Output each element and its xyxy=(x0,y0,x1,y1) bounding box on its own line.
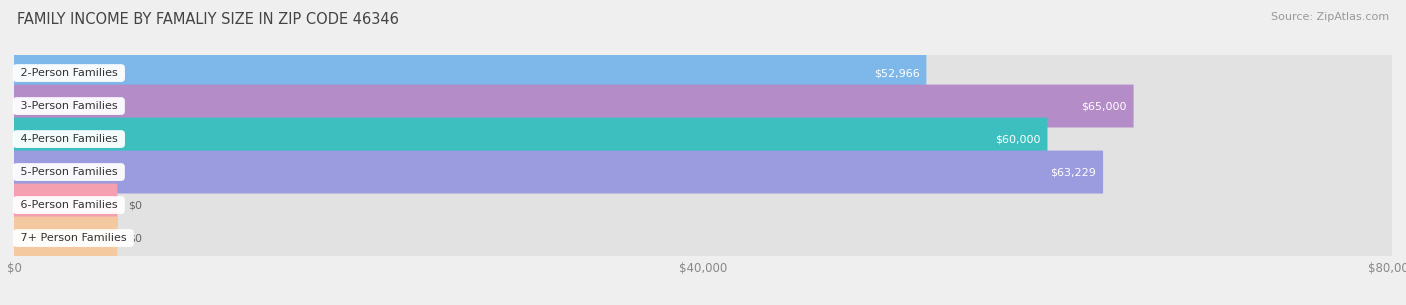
Text: 7+ Person Families: 7+ Person Families xyxy=(17,233,129,243)
Text: $52,966: $52,966 xyxy=(873,68,920,78)
FancyBboxPatch shape xyxy=(14,151,1104,193)
Text: FAMILY INCOME BY FAMALIY SIZE IN ZIP CODE 46346: FAMILY INCOME BY FAMALIY SIZE IN ZIP COD… xyxy=(17,12,399,27)
FancyBboxPatch shape xyxy=(14,52,1392,95)
FancyBboxPatch shape xyxy=(14,84,1392,127)
Text: $63,229: $63,229 xyxy=(1050,167,1097,177)
Text: 4-Person Families: 4-Person Families xyxy=(17,134,121,144)
FancyBboxPatch shape xyxy=(14,118,1392,160)
Text: 6-Person Families: 6-Person Families xyxy=(17,200,121,210)
FancyBboxPatch shape xyxy=(14,184,118,227)
FancyBboxPatch shape xyxy=(14,151,1392,193)
Text: $65,000: $65,000 xyxy=(1081,101,1126,111)
FancyBboxPatch shape xyxy=(14,184,1392,227)
Text: 2-Person Families: 2-Person Families xyxy=(17,68,121,78)
FancyBboxPatch shape xyxy=(14,217,118,260)
Text: $0: $0 xyxy=(128,233,142,243)
Text: Source: ZipAtlas.com: Source: ZipAtlas.com xyxy=(1271,12,1389,22)
Text: $60,000: $60,000 xyxy=(995,134,1040,144)
FancyBboxPatch shape xyxy=(14,84,1133,127)
Text: 5-Person Families: 5-Person Families xyxy=(17,167,121,177)
FancyBboxPatch shape xyxy=(14,52,927,95)
FancyBboxPatch shape xyxy=(14,118,1047,160)
FancyBboxPatch shape xyxy=(14,217,1392,260)
Text: $0: $0 xyxy=(128,200,142,210)
Text: 3-Person Families: 3-Person Families xyxy=(17,101,121,111)
